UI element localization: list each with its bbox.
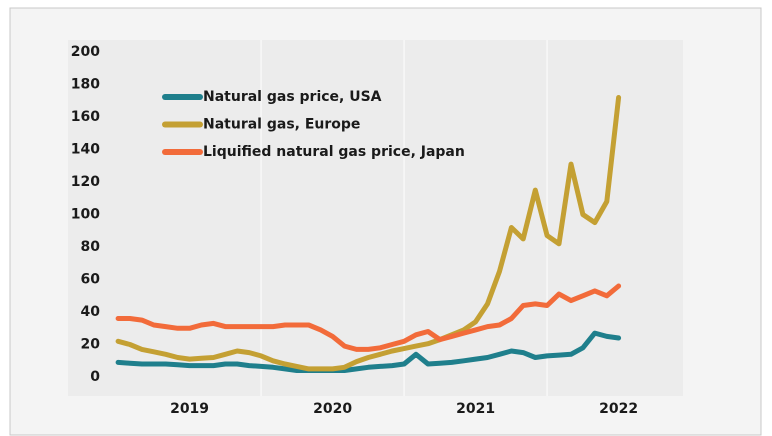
y-tick-label: 180 xyxy=(71,77,100,93)
y-tick-label: 80 xyxy=(81,239,101,255)
y-tick-label: 40 xyxy=(81,304,101,320)
x-tick-label: 2021 xyxy=(456,401,495,417)
series-line xyxy=(115,95,622,372)
series-line xyxy=(115,330,622,373)
x-tick-label: 2022 xyxy=(599,401,638,417)
y-tick-label: 200 xyxy=(71,44,100,60)
legend-label: Liquified natural gas price, Japan xyxy=(203,144,465,160)
y-tick-label: 100 xyxy=(71,207,100,223)
y-tick-label: 140 xyxy=(71,142,100,158)
y-tick-label: 0 xyxy=(90,369,100,385)
legend-label: Natural gas price, USA xyxy=(203,89,382,105)
y-tick-label: 120 xyxy=(71,174,100,190)
x-tick-label: 2020 xyxy=(313,401,352,417)
y-tick-label: 160 xyxy=(71,109,100,125)
y-tick-label: 20 xyxy=(81,337,101,353)
legend-label: Natural gas, Europe xyxy=(203,117,360,133)
series-line xyxy=(115,283,622,352)
y-tick-label: 60 xyxy=(81,272,101,288)
x-tick-label: 2019 xyxy=(170,401,209,417)
